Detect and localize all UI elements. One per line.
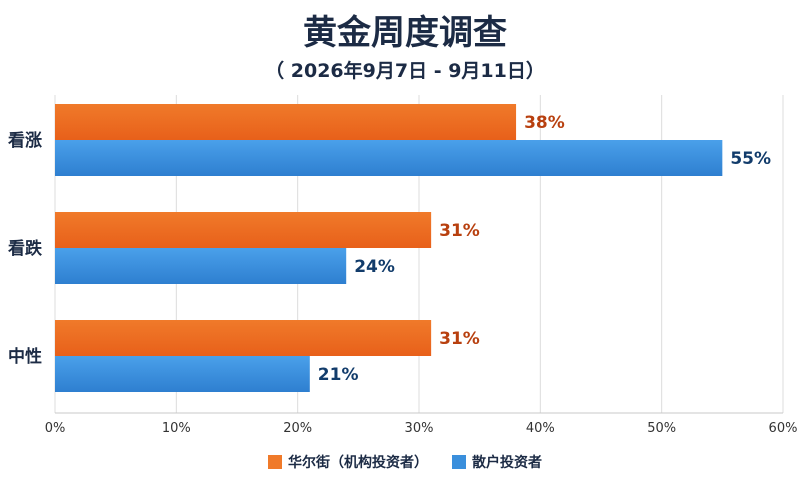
data-label: 38%	[524, 113, 565, 133]
data-label: 31%	[439, 221, 480, 241]
category-label: 中性	[8, 346, 42, 367]
x-tick-label: 60%	[769, 421, 798, 436]
data-label: 21%	[318, 365, 359, 385]
category-label: 看涨	[7, 130, 42, 151]
x-tick-label: 40%	[526, 421, 555, 436]
x-tick-label: 0%	[45, 421, 66, 436]
legend-swatch	[268, 455, 282, 469]
data-label: 31%	[439, 329, 480, 349]
legend-swatch	[452, 455, 466, 469]
bar	[55, 140, 723, 176]
data-label: 24%	[354, 257, 395, 277]
bar	[55, 356, 310, 392]
x-tick-label: 50%	[647, 421, 676, 436]
category-label: 看跌	[7, 238, 43, 259]
data-label: 55%	[730, 149, 771, 169]
bar	[55, 104, 517, 140]
chart-title: 黄金周度调查	[303, 13, 507, 53]
legend-label: 散户投资者	[472, 454, 542, 471]
x-tick-label: 10%	[162, 421, 191, 436]
legend-label: 华尔街（机构投资者）	[288, 454, 428, 471]
bar	[55, 320, 432, 356]
chart-subtitle: （ 2026年9月7日 - 9月11日）	[265, 59, 545, 82]
bar-layer	[55, 104, 723, 392]
bar	[55, 248, 347, 284]
x-tick-label: 20%	[283, 421, 312, 436]
x-tick-label: 30%	[405, 421, 434, 436]
legend: 华尔街（机构投资者） 散户投资者	[268, 454, 542, 471]
bar	[55, 212, 432, 248]
